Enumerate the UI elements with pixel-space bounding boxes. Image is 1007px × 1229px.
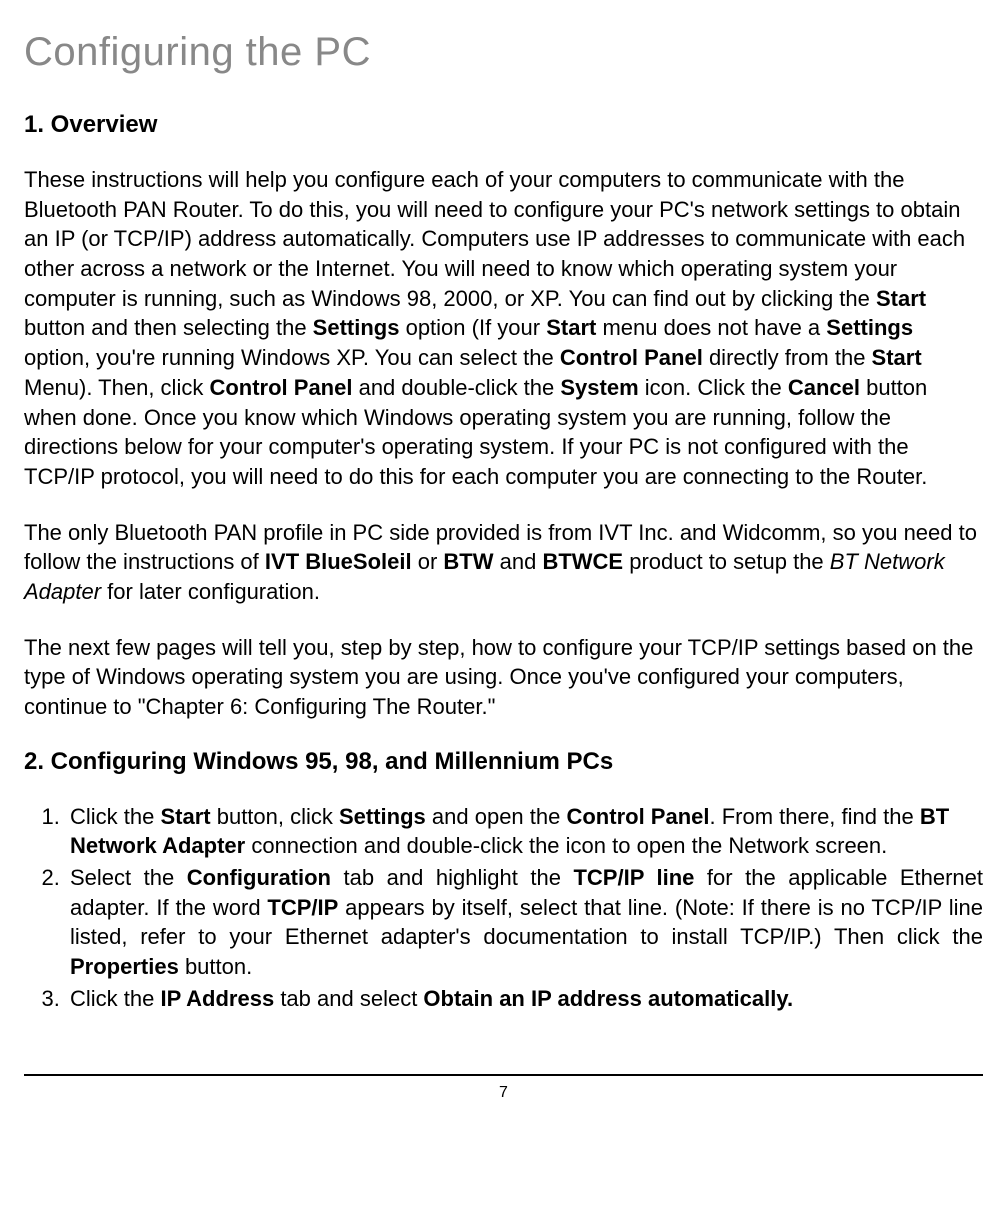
section-2-list: Click the Start button, click Settings a… [24,802,983,1014]
section-1-para-3: The next few pages will tell you, step b… [24,633,983,722]
page-title: Configuring the PC [24,30,983,75]
section-1-para-2: The only Bluetooth PAN profile in PC sid… [24,518,983,607]
footer-rule [24,1074,983,1076]
list-item: Select the Configuration tab and highlig… [66,863,983,982]
list-item: Click the Start button, click Settings a… [66,802,983,861]
section-2-heading: 2. Configuring Windows 95, 98, and Mille… [24,748,983,776]
page-number: 7 [24,1084,983,1102]
list-item: Click the IP Address tab and select Obta… [66,984,983,1014]
section-1-para-1: These instructions will help you configu… [24,165,983,492]
section-1-heading: 1. Overview [24,111,983,139]
